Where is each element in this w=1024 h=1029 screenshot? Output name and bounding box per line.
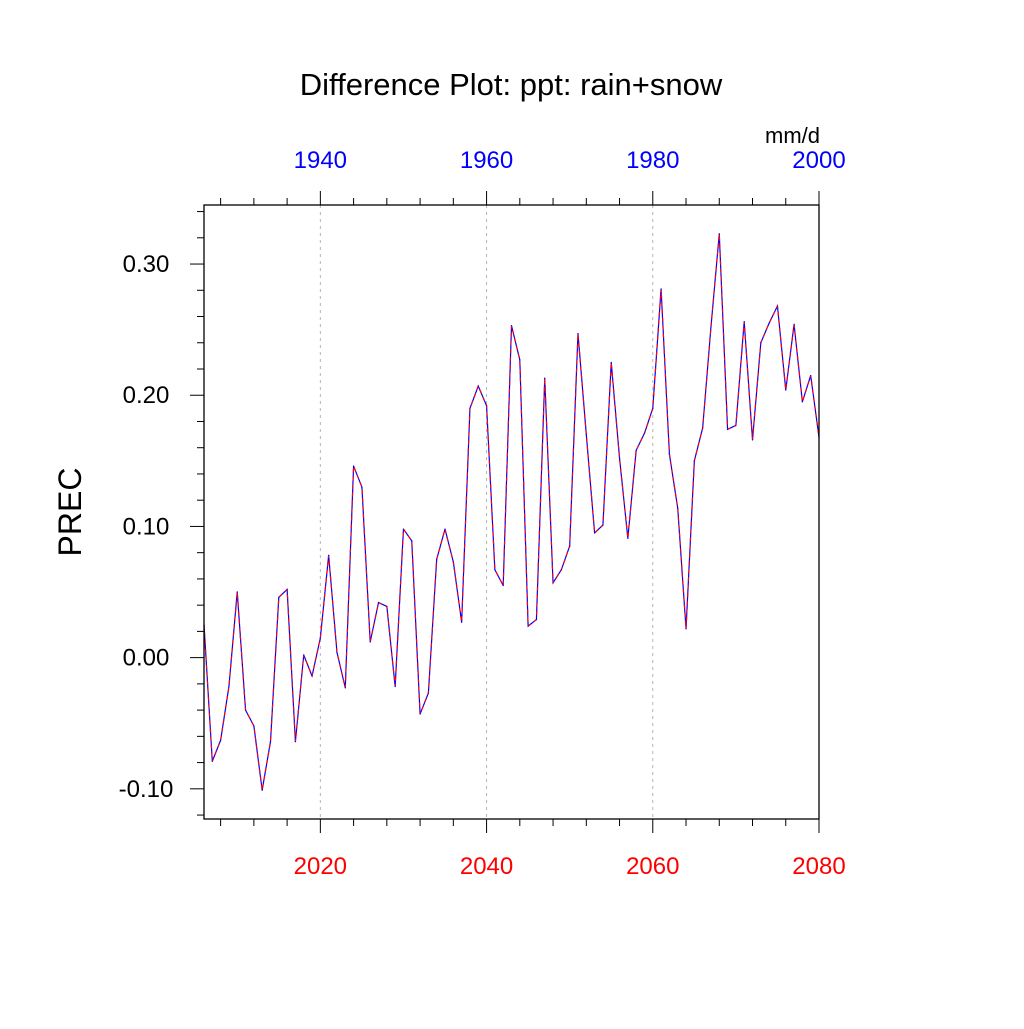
data-point	[552, 582, 554, 584]
data-point	[635, 449, 637, 451]
data-point	[577, 332, 579, 335]
data-point	[535, 618, 538, 621]
top-tick-label: 1960	[460, 147, 513, 174]
y-tick-label: 0.00	[123, 645, 170, 672]
data-point	[253, 725, 255, 727]
data-point	[502, 584, 504, 587]
data-point	[743, 321, 745, 323]
data-point	[801, 401, 803, 403]
data-point	[278, 596, 280, 598]
data-point	[760, 342, 762, 344]
data-point	[211, 760, 213, 762]
data-point	[768, 322, 770, 324]
series-line-0	[203, 233, 820, 791]
y-tick-label: 0.30	[123, 251, 170, 278]
data-point	[319, 637, 321, 639]
top-tick-label: 2000	[792, 147, 845, 174]
data-point	[228, 685, 230, 688]
data-point	[693, 460, 695, 462]
data-point	[485, 405, 488, 407]
data-point	[444, 528, 446, 530]
data-point	[436, 558, 438, 560]
data-point	[594, 532, 596, 534]
y-tick-label: 0.20	[123, 382, 170, 409]
data-point	[569, 545, 571, 547]
data-point	[303, 654, 305, 656]
data-point	[718, 233, 720, 235]
data-point	[494, 569, 496, 571]
data-point	[236, 591, 238, 593]
data-point	[735, 424, 737, 427]
data-point	[477, 385, 479, 387]
data-point	[369, 641, 371, 643]
data-point	[702, 427, 704, 429]
data-point	[527, 625, 529, 627]
data-point	[793, 323, 795, 325]
data-point	[427, 692, 429, 694]
data-point	[244, 709, 247, 711]
data-point	[411, 540, 413, 542]
data-point	[344, 687, 346, 689]
data-point	[685, 628, 687, 630]
bottom-tick-label: 2060	[626, 853, 679, 880]
y-axis: -0.10 0.00 0.10 0.20 0.30	[119, 211, 204, 816]
y-tick-label: -0.10	[119, 776, 174, 803]
data-point	[519, 359, 521, 361]
data-point	[386, 605, 388, 608]
series-layer	[203, 233, 820, 791]
data-point	[785, 389, 787, 391]
data-point	[810, 374, 812, 377]
data-point	[286, 588, 288, 591]
data-point	[269, 740, 272, 743]
data-point	[461, 621, 463, 623]
data-point	[660, 288, 662, 290]
y-axis-label: PREC	[52, 468, 88, 557]
bottom-tick-label: 2040	[460, 853, 513, 880]
data-point	[261, 789, 263, 791]
data-point	[560, 569, 562, 571]
data-point	[677, 507, 679, 509]
bottom-tick-label: 2020	[294, 853, 347, 880]
data-point	[618, 457, 621, 459]
data-point	[510, 325, 513, 327]
data-point	[643, 432, 646, 434]
data-point	[402, 528, 405, 530]
data-point	[627, 537, 629, 539]
data-point	[776, 305, 779, 307]
data-point	[352, 465, 355, 467]
grid-lines	[319, 205, 654, 819]
plot-frame	[203, 204, 820, 820]
data-point	[726, 428, 729, 430]
bottom-x-axis: 2020 2040 2060 2080	[220, 819, 846, 880]
data-point	[585, 433, 587, 436]
data-point	[469, 407, 471, 409]
data-point	[452, 561, 454, 563]
data-point	[294, 740, 297, 743]
data-point	[311, 675, 313, 677]
data-point	[751, 439, 754, 441]
data-point	[336, 651, 338, 653]
data-point	[544, 377, 546, 379]
data-point	[652, 407, 654, 409]
data-point	[220, 739, 222, 741]
data-point	[361, 486, 363, 488]
data-point	[602, 524, 604, 526]
top-x-axis: 1940 1960 1980 2000	[220, 147, 846, 205]
data-point	[668, 453, 671, 455]
data-point	[377, 601, 380, 604]
data-point	[710, 326, 712, 328]
bottom-tick-label: 2080	[792, 853, 845, 880]
chart-title: Difference Plot: ppt: rain+snow	[300, 67, 723, 102]
y-tick-label: 0.10	[123, 513, 170, 540]
top-tick-label: 1980	[626, 147, 679, 174]
data-point	[419, 713, 421, 715]
data-point	[610, 361, 612, 364]
data-point	[328, 554, 330, 556]
series-line-dashed-0	[203, 233, 820, 791]
data-point	[394, 685, 396, 688]
units-label: mm/d	[765, 123, 820, 148]
top-tick-label: 1940	[294, 147, 347, 174]
